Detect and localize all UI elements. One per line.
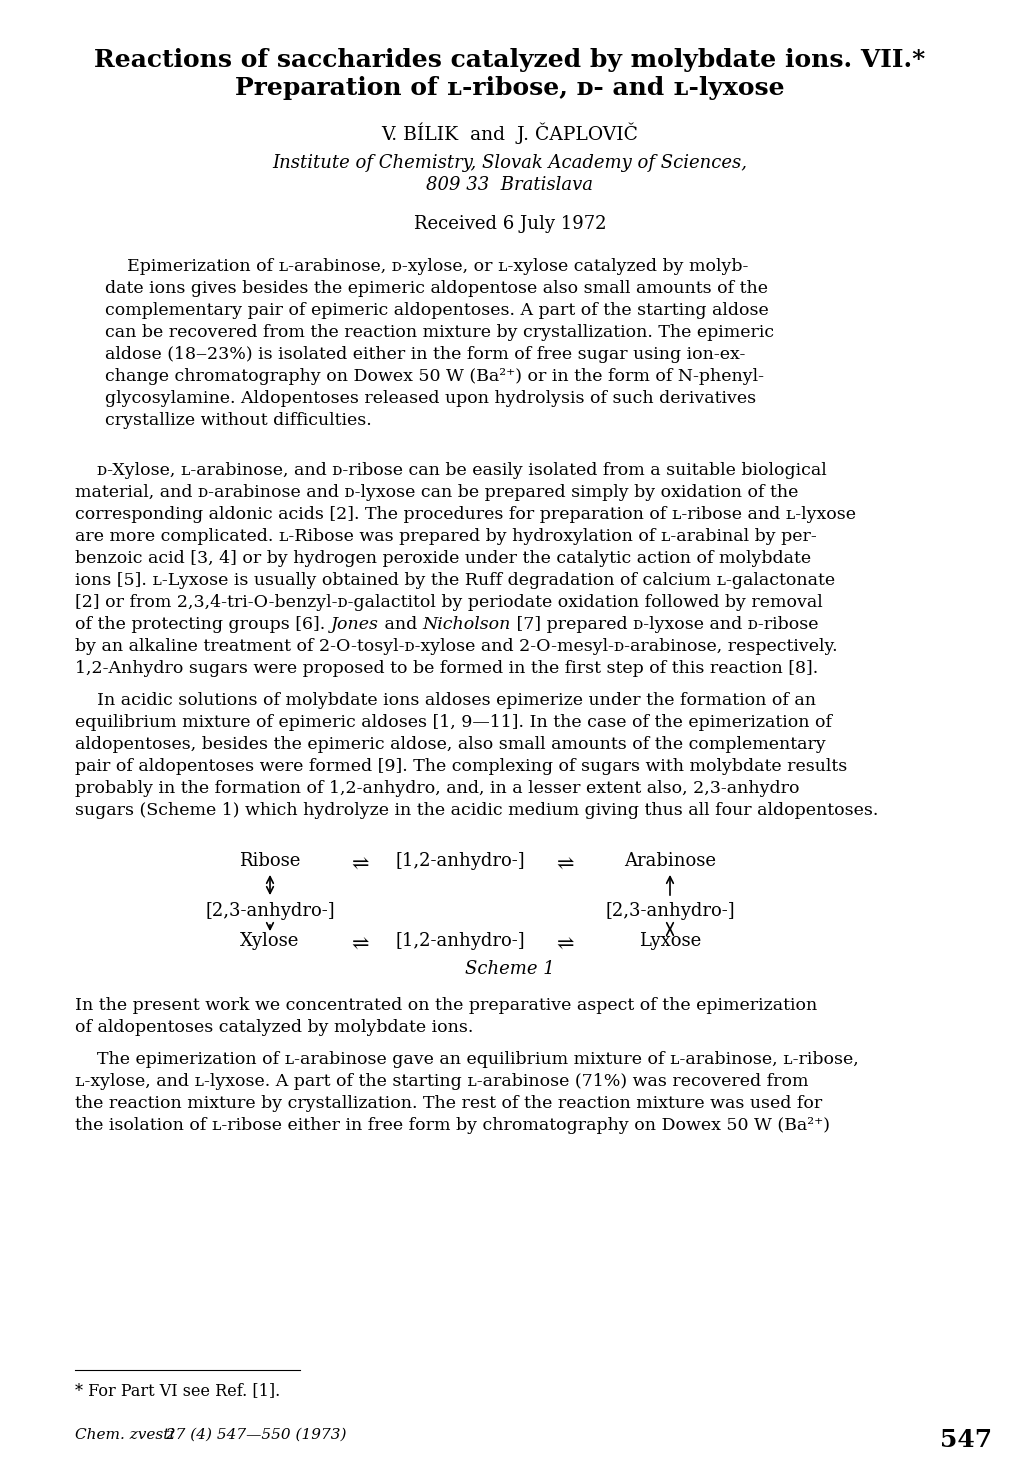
Text: ᴅ-Xylose, ʟ-arabinose, and ᴅ-ribose can be easily isolated from a suitable biolo: ᴅ-Xylose, ʟ-arabinose, and ᴅ-ribose can …	[75, 462, 826, 479]
Text: Arabinose: Arabinose	[624, 851, 715, 871]
Text: Jones: Jones	[330, 617, 378, 633]
Text: crystallize without difficulties.: crystallize without difficulties.	[105, 413, 371, 429]
Text: corresponding aldonic acids [2]. The procedures for preparation of ʟ-ribose and : corresponding aldonic acids [2]. The pro…	[75, 506, 855, 523]
Text: V. BÍLIK  and  J. ČAPLOVIČ: V. BÍLIK and J. ČAPLOVIČ	[381, 122, 638, 144]
Text: aldopentoses, besides the epimeric aldose, also small amounts of the complementa: aldopentoses, besides the epimeric aldos…	[75, 735, 825, 753]
Text: [2,3-anhydro-]: [2,3-anhydro-]	[604, 901, 734, 920]
Text: ⇌: ⇌	[555, 854, 573, 873]
Text: [7] prepared ᴅ-lyxose and ᴅ-ribose: [7] prepared ᴅ-lyxose and ᴅ-ribose	[511, 617, 817, 633]
Text: 809 33  Bratislava: 809 33 Bratislava	[426, 176, 593, 194]
Text: 1,2-Anhydro sugars were proposed to be formed in the first step of this reaction: 1,2-Anhydro sugars were proposed to be f…	[75, 661, 817, 677]
Text: In acidic solutions of molybdate ions aldoses epimerize under the formation of a: In acidic solutions of molybdate ions al…	[75, 691, 815, 709]
Text: can be recovered from the reaction mixture by crystallization. The epimeric: can be recovered from the reaction mixtu…	[105, 324, 773, 341]
Text: In the present work we concentrated on the preparative aspect of the epimerizati: In the present work we concentrated on t…	[75, 997, 816, 1014]
Text: [1,2-anhydro-]: [1,2-anhydro-]	[394, 932, 525, 950]
Text: and: and	[378, 617, 422, 633]
Text: Ribose: Ribose	[239, 851, 301, 871]
Text: [1,2-anhydro-]: [1,2-anhydro-]	[394, 851, 525, 871]
Text: Lyxose: Lyxose	[638, 932, 700, 950]
Text: Institute of Chemistry, Slovak Academy of Sciences,: Institute of Chemistry, Slovak Academy o…	[272, 154, 747, 172]
Text: [2] or from 2,3,4-tri-O-benzyl-ᴅ-galactitol by periodate oxidation followed by r: [2] or from 2,3,4-tri-O-benzyl-ᴅ-galacti…	[75, 595, 822, 611]
Text: complementary pair of epimeric aldopentoses. A part of the starting aldose: complementary pair of epimeric aldopento…	[105, 302, 768, 319]
Text: Nicholson: Nicholson	[422, 617, 511, 633]
Text: Chem. zvesti: Chem. zvesti	[75, 1428, 174, 1442]
Text: of aldopentoses catalyzed by molybdate ions.: of aldopentoses catalyzed by molybdate i…	[75, 1019, 473, 1036]
Text: probably in the formation of 1,2-anhydro, and, in a lesser extent also, 2,3-anhy: probably in the formation of 1,2-anhydro…	[75, 780, 799, 797]
Text: The epimerization of ʟ-arabinose gave an equilibrium mixture of ʟ-arabinose, ʟ-r: The epimerization of ʟ-arabinose gave an…	[75, 1051, 858, 1069]
Text: the reaction mixture by crystallization. The rest of the reaction mixture was us: the reaction mixture by crystallization.…	[75, 1095, 821, 1111]
Text: benzoic acid [3, 4] or by hydrogen peroxide under the catalytic action of molybd: benzoic acid [3, 4] or by hydrogen perox…	[75, 550, 810, 567]
Text: 27 (4) 547—550 (1973): 27 (4) 547—550 (1973)	[161, 1428, 346, 1442]
Text: of the protecting groups [6].: of the protecting groups [6].	[75, 617, 330, 633]
Text: pair of aldopentoses were formed [9]. The complexing of sugars with molybdate re: pair of aldopentoses were formed [9]. Th…	[75, 757, 847, 775]
Text: date ions gives besides the epimeric aldopentose also small amounts of the: date ions gives besides the epimeric ald…	[105, 280, 767, 297]
Text: * For Part VI see Ref. [1].: * For Part VI see Ref. [1].	[75, 1381, 280, 1399]
Text: Xylose: Xylose	[240, 932, 300, 950]
Text: ions [5]. ʟ-Lyxose is usually obtained by the Ruff degradation of calcium ʟ-gala: ions [5]. ʟ-Lyxose is usually obtained b…	[75, 573, 835, 589]
Text: [2,3-anhydro-]: [2,3-anhydro-]	[205, 901, 334, 920]
Text: ⇌: ⇌	[351, 854, 369, 873]
Text: change chromatography on Dowex 50 W (Ba²⁺) or in the form of N-phenyl-: change chromatography on Dowex 50 W (Ba²…	[105, 368, 763, 385]
Text: ⇌: ⇌	[555, 935, 573, 954]
Text: material, and ᴅ-arabinose and ᴅ-lyxose can be prepared simply by oxidation of th: material, and ᴅ-arabinose and ᴅ-lyxose c…	[75, 484, 798, 501]
Text: Reactions of saccharides catalyzed by molybdate ions. VII.*: Reactions of saccharides catalyzed by mo…	[95, 48, 924, 72]
Text: sugars (Scheme 1) which hydrolyze in the acidic medium giving thus all four aldo: sugars (Scheme 1) which hydrolyze in the…	[75, 802, 877, 819]
Text: ⇌: ⇌	[351, 935, 369, 954]
Text: glycosylamine. Aldopentoses released upon hydrolysis of such derivatives: glycosylamine. Aldopentoses released upo…	[105, 390, 755, 407]
Text: are more complicated. ʟ-Ribose was prepared by hydroxylation of ʟ-arabinal by pe: are more complicated. ʟ-Ribose was prepa…	[75, 528, 816, 545]
Text: Epimerization of ʟ-arabinose, ᴅ-xylose, or ʟ-xylose catalyzed by molyb-: Epimerization of ʟ-arabinose, ᴅ-xylose, …	[105, 258, 748, 275]
Text: Preparation of ʟ-ribose, ᴅ- and ʟ-lyxose: Preparation of ʟ-ribose, ᴅ- and ʟ-lyxose	[235, 76, 784, 100]
Text: Received 6 July 1972: Received 6 July 1972	[414, 214, 605, 233]
Text: aldose (18‒23%) is isolated either in the form of free sugar using ion-ex-: aldose (18‒23%) is isolated either in th…	[105, 346, 745, 363]
Text: 547: 547	[940, 1428, 991, 1452]
Text: Scheme 1: Scheme 1	[465, 960, 554, 978]
Text: ʟ-xylose, and ʟ-lyxose. A part of the starting ʟ-arabinose (71%) was recovered f: ʟ-xylose, and ʟ-lyxose. A part of the st…	[75, 1073, 808, 1091]
Text: equilibrium mixture of epimeric aldoses [1, 9—11]. In the case of the epimerizat: equilibrium mixture of epimeric aldoses …	[75, 713, 832, 731]
Text: the isolation of ʟ-ribose either in free form by chromatography on Dowex 50 W (B: the isolation of ʟ-ribose either in free…	[75, 1117, 829, 1133]
Text: by an alkaline treatment of 2-O-tosyl-ᴅ-xylose and 2-O-mesyl-ᴅ-arabinose, respec: by an alkaline treatment of 2-O-tosyl-ᴅ-…	[75, 639, 837, 655]
